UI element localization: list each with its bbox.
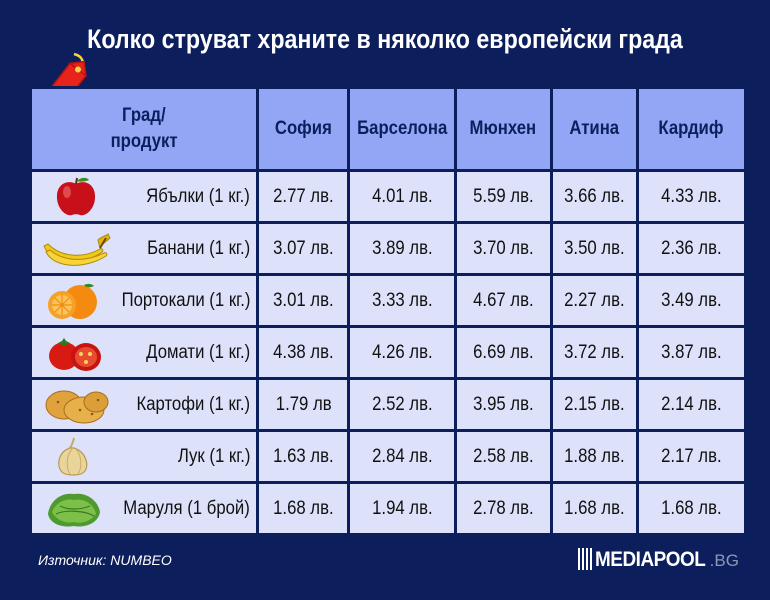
- product-label: Маруля (1 брой): [123, 498, 251, 519]
- price-cell: 3.50 лв.: [552, 224, 636, 273]
- price-cell: 2.36 лв.: [638, 224, 744, 273]
- product-cell: Лук (1 кг.): [32, 432, 257, 481]
- column-header-sofia: София: [259, 89, 348, 169]
- price-cell: 1.63 лв.: [259, 432, 348, 481]
- table-row: Картофи (1 кг.) 1.79 лв 2.52 лв. 3.95 лв…: [32, 380, 744, 429]
- price-cell: 3.33 лв.: [350, 276, 454, 325]
- product-label: Ябълки (1 кг.): [146, 186, 251, 207]
- price-cell: 6.69 лв.: [456, 328, 550, 377]
- potato-icon: [45, 390, 109, 424]
- table-row: Банани (1 кг.) 3.07 лв. 3.89 лв. 3.70 лв…: [32, 224, 744, 273]
- price-cell: 3.95 лв.: [456, 380, 550, 429]
- product-label: Портокали (1 кг.): [121, 290, 251, 311]
- onion-icon: [58, 437, 88, 476]
- product-label: Банани (1 кг.): [147, 238, 251, 259]
- price-cell: 2.84 лв.: [350, 432, 454, 481]
- logo-stripes-icon: [578, 548, 592, 570]
- price-cell: 1.79 лв: [259, 380, 348, 429]
- logo-suffix-text: .BG: [709, 551, 739, 570]
- price-cell: 2.15 лв.: [552, 380, 636, 429]
- product-label: Домати (1 кг.): [146, 342, 251, 363]
- apple-icon: [56, 177, 96, 216]
- price-cell: 2.27 лв.: [552, 276, 636, 325]
- price-cell: 1.94 лв.: [350, 484, 454, 533]
- orange-icon: [48, 283, 97, 319]
- banana-icon: [43, 233, 111, 266]
- table-row: Маруля (1 брой) 1.68 лв. 1.94 лв. 2.78 л…: [32, 484, 744, 533]
- table-row: Домати (1 кг.) 4.38 лв. 4.26 лв. 6.69 лв…: [32, 328, 744, 377]
- price-cell: 4.67 лв.: [456, 276, 550, 325]
- price-cell: 3.70 лв.: [456, 224, 550, 273]
- price-cell: 4.38 лв.: [259, 328, 348, 377]
- table-row: Ябълки (1 кг.) 2.77 лв. 4.01 лв. 5.59 лв…: [32, 172, 744, 221]
- mediapool-logo: MEDIAPOOL .BG: [578, 548, 739, 572]
- column-header-cardiff: Кардиф: [638, 89, 744, 169]
- price-cell: 1.68 лв.: [638, 484, 744, 533]
- product-cell: Картофи (1 кг.): [32, 380, 257, 429]
- price-cell: 5.59 лв.: [456, 172, 550, 221]
- price-cell: 2.77 лв.: [259, 172, 348, 221]
- product-cell: Маруля (1 брой): [32, 484, 257, 533]
- page-title: Колко струват храните в няколко европейс…: [87, 24, 683, 54]
- price-cell: 2.17 лв.: [638, 432, 744, 481]
- product-cell: Ябълки (1 кг.): [32, 172, 257, 221]
- price-cell: 3.07 лв.: [259, 224, 348, 273]
- column-header-barcelona: Барселона: [350, 89, 454, 169]
- logo-main-text: MEDIAPOOL: [595, 548, 706, 571]
- corner-header-line1: Град/: [122, 105, 166, 126]
- tomato-icon: [49, 338, 101, 371]
- price-cell: 3.72 лв.: [552, 328, 636, 377]
- lettuce-icon: [48, 493, 100, 527]
- product-label: Лук (1 кг.): [177, 446, 251, 467]
- price-cell: 4.33 лв.: [638, 172, 744, 221]
- price-cell: 2.52 лв.: [350, 380, 454, 429]
- price-cell: 3.49 лв.: [638, 276, 744, 325]
- price-cell: 1.68 лв.: [259, 484, 348, 533]
- price-cell: 2.78 лв.: [456, 484, 550, 533]
- corner-header: Град/ продукт: [32, 89, 257, 169]
- column-header-munich: Мюнхен: [456, 89, 550, 169]
- price-cell: 3.89 лв.: [350, 224, 454, 273]
- column-header-athens: Атина: [552, 89, 636, 169]
- table-row: Портокали (1 кг.) 3.01 лв. 3.33 лв. 4.67…: [32, 276, 744, 325]
- price-cell: 2.14 лв.: [638, 380, 744, 429]
- price-cell: 3.87 лв.: [638, 328, 744, 377]
- product-cell: Портокали (1 кг.): [32, 276, 257, 325]
- corner-header-line2: продукт: [110, 131, 178, 152]
- price-cell: 3.66 лв.: [552, 172, 636, 221]
- price-cell: 1.68 лв.: [552, 484, 636, 533]
- price-table: Град/ продукт София Барселона Мюнхен Ати…: [29, 86, 747, 536]
- price-cell: 4.01 лв.: [350, 172, 454, 221]
- product-cell: Домати (1 кг.): [32, 328, 257, 377]
- price-cell: 1.88 лв.: [552, 432, 636, 481]
- price-cell: 4.26 лв.: [350, 328, 454, 377]
- price-cell: 3.01 лв.: [259, 276, 348, 325]
- product-label: Картофи (1 кг.): [136, 394, 251, 415]
- header-row: Град/ продукт София Барселона Мюнхен Ати…: [32, 89, 744, 169]
- table-row: Лук (1 кг.) 1.63 лв. 2.84 лв. 2.58 лв. 1…: [32, 432, 744, 481]
- product-cell: Банани (1 кг.): [32, 224, 257, 273]
- source-note: Източник: NUMBEO: [38, 552, 172, 568]
- price-cell: 2.58 лв.: [456, 432, 550, 481]
